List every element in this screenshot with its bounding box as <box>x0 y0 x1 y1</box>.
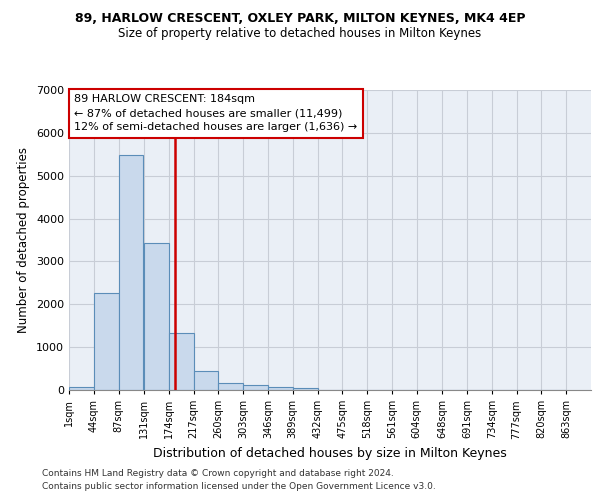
Text: 89, HARLOW CRESCENT, OXLEY PARK, MILTON KEYNES, MK4 4EP: 89, HARLOW CRESCENT, OXLEY PARK, MILTON … <box>75 12 525 26</box>
Y-axis label: Number of detached properties: Number of detached properties <box>17 147 31 333</box>
Text: 89 HARLOW CRESCENT: 184sqm
← 87% of detached houses are smaller (11,499)
12% of : 89 HARLOW CRESCENT: 184sqm ← 87% of deta… <box>74 94 358 132</box>
Text: Size of property relative to detached houses in Milton Keynes: Size of property relative to detached ho… <box>118 28 482 40</box>
Bar <box>293 388 317 390</box>
Text: Contains HM Land Registry data © Crown copyright and database right 2024.: Contains HM Land Registry data © Crown c… <box>42 468 394 477</box>
X-axis label: Distribution of detached houses by size in Milton Keynes: Distribution of detached houses by size … <box>153 447 507 460</box>
Bar <box>144 243 169 390</box>
Bar <box>69 386 94 390</box>
Bar <box>194 370 218 390</box>
Bar <box>268 387 293 390</box>
Bar <box>94 292 119 390</box>
Text: Contains public sector information licensed under the Open Government Licence v3: Contains public sector information licen… <box>42 482 436 491</box>
Bar <box>119 155 143 390</box>
Bar <box>169 333 194 390</box>
Bar <box>218 382 243 390</box>
Bar <box>243 384 268 390</box>
